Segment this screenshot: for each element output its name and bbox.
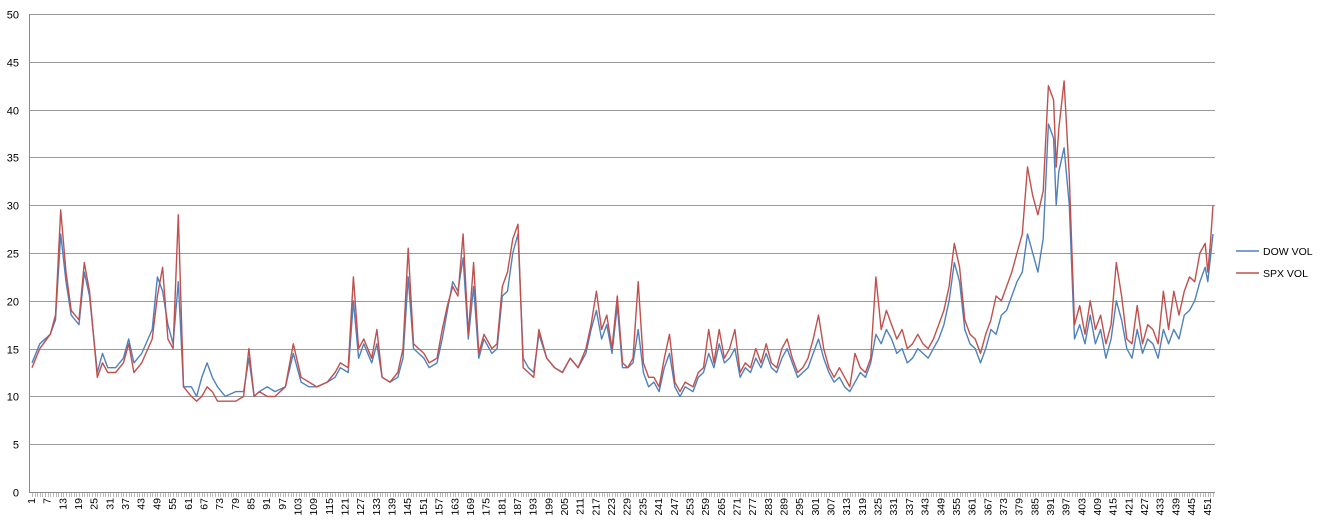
x-tick-label: 37 [120,498,132,510]
x-tick-label: 451 [1202,498,1214,516]
x-tick-label: 151 [418,498,430,516]
x-tick-label: 427 [1139,498,1151,516]
y-tick-label: 15 [7,345,19,357]
x-tick-label: 397 [1061,498,1073,516]
x-tick-label: 313 [841,498,853,516]
y-tick-label: 35 [7,153,19,165]
x-tick-label: 253 [684,498,696,516]
legend-label: DOW VOL [1263,246,1313,258]
x-tick-label: 121 [340,498,352,516]
x-tick-label: 433 [1155,498,1167,516]
x-tick-label: 265 [716,498,728,516]
x-tick-label: 115 [324,498,336,515]
y-tick-label: 10 [7,392,19,404]
x-tick-label: 307 [826,498,838,516]
x-tick-label: 91 [261,498,273,510]
legend-label: SPX VOL [1263,268,1308,280]
x-tick-label: 259 [700,498,712,516]
x-tick-label: 403 [1076,498,1088,516]
x-tick-label: 283 [763,498,775,516]
x-tick-label: 157 [434,498,446,516]
x-tick-label: 211 [575,498,587,515]
y-axis: 0 5 10 15 20 25 30 35 40 45 50 [7,10,30,500]
x-tick-label: 97 [277,498,289,510]
x-tick-label: 43 [136,498,148,510]
legend: DOW VOL SPX VOL [1236,246,1313,280]
x-tick-label: 409 [1092,498,1104,516]
x-tick-label: 229 [622,498,634,516]
x-tick-label: 217 [590,498,602,516]
x-tick-label: 85 [245,498,257,510]
x-tick-label: 127 [355,498,367,516]
x-tick-label: 25 [89,498,101,510]
x-tick-label: 379 [1014,498,1026,516]
x-tick-label: 103 [293,498,305,516]
x-tick-label: 385 [1029,498,1041,516]
y-tick-label: 30 [7,201,19,213]
x-tick-label: 19 [73,498,85,510]
y-tick-label: 25 [7,249,19,261]
series-line-spx-vol [31,80,1214,402]
x-tick-label: 109 [308,498,320,516]
y-tick-label: 45 [7,58,19,70]
x-tick-label: 367 [982,498,994,516]
x-tick-label: 31 [104,498,116,510]
x-tick-label: 13 [57,498,69,510]
x-tick-label: 163 [449,498,461,516]
x-tick-label: 187 [512,498,524,516]
x-tick-label: 343 [920,498,932,516]
x-tick-label: 175 [481,498,493,516]
y-tick-label: 20 [7,297,19,309]
x-tick-label: 295 [794,498,806,516]
x-tick-label: 193 [528,498,540,516]
x-tick-label: 445 [1186,498,1198,516]
x-tick-label: 61 [183,498,195,510]
x-tick-label: 1 [26,498,38,504]
x-tick-label: 169 [465,498,477,516]
gridlines [29,14,1215,445]
x-tick-label: 325 [873,498,885,516]
x-tick-label: 331 [888,498,900,516]
x-tick-label: 199 [543,498,555,516]
x-tick-label: 247 [669,498,681,516]
x-tick-label: 421 [1123,498,1135,516]
x-tick-label: 181 [496,498,508,516]
x-tick-label: 235 [637,498,649,516]
x-tick-label: 67 [198,498,210,510]
x-tick-label: 361 [967,498,979,516]
x-tick-label: 349 [935,498,947,516]
y-tick-label: 5 [13,440,19,452]
x-tick-label: 277 [747,498,759,516]
x-tick-label: 55 [167,498,179,510]
y-tick-label: 40 [7,106,19,118]
x-tick-label: 241 [653,498,665,516]
y-tick-label: 0 [13,488,19,500]
series-lines [31,80,1214,402]
x-tick-label: 373 [998,498,1010,516]
x-tick-label: 73 [214,498,226,510]
x-tick-label: 271 [731,498,743,516]
x-axis: 1 7 13 19 25 31 37 43 49 55 61 67 73 79 85 91 97 103 109 11… [26,492,1215,516]
x-tick-label: 301 [810,498,822,516]
x-tick-label: 7 [42,498,54,504]
x-tick-label: 439 [1170,498,1182,516]
x-tick-label: 139 [387,498,399,516]
x-tick-label: 415 [1108,498,1120,516]
x-tick-label: 49 [151,498,163,510]
y-tick-label: 50 [7,10,19,22]
x-tick-label: 391 [1045,498,1057,516]
x-tick-label: 337 [904,498,916,516]
x-tick-label: 133 [371,498,383,516]
x-tick-label: 223 [606,498,618,516]
x-tick-label: 79 [230,498,242,510]
x-tick-label: 289 [778,498,790,516]
x-tick-label: 355 [951,498,963,516]
x-tick-label: 205 [559,498,571,516]
x-tick-label: 145 [402,498,414,516]
x-tick-label: 319 [857,498,869,516]
